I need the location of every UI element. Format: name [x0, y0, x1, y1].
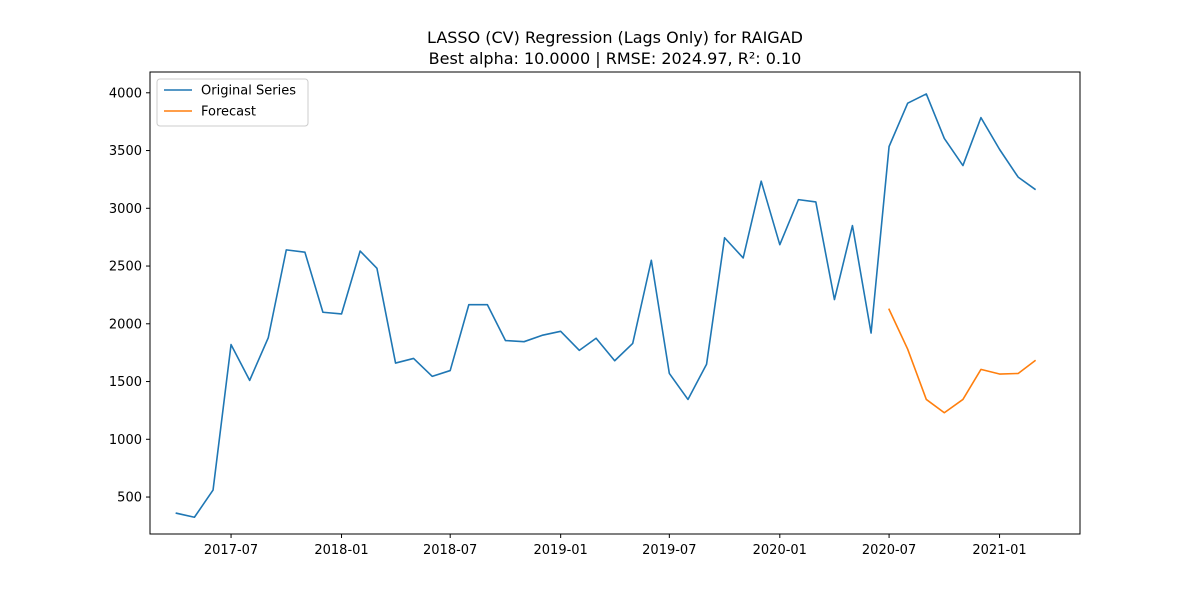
legend-box [156, 78, 309, 127]
series-line-1 [175, 93, 1037, 519]
chart-subtitle: Best alpha: 10.0000 | RMSE: 2024.97, R²:… [429, 49, 802, 68]
chart-title: LASSO (CV) Regression (Lags Only) for RA… [427, 28, 803, 47]
legend-label: Forecast [201, 105, 256, 120]
x-tick-label: 2021-01 [972, 543, 1026, 558]
y-tick-label: 3000 [109, 202, 142, 217]
x-tick-label: 2019-07 [642, 543, 696, 558]
x-tick-label: 2020-01 [753, 543, 807, 558]
y-tick-label: 1500 [109, 375, 142, 390]
y-tick-label: 4000 [109, 86, 142, 101]
plot-frame [149, 71, 1081, 535]
series-line-2 [888, 308, 1037, 414]
x-tick-label: 2018-07 [423, 543, 477, 558]
y-axis: 500 1000 1500 2000 2500 3000 3500 4000 [109, 86, 150, 506]
y-tick-label: 1000 [109, 433, 142, 448]
x-axis: 2017-07 2018-01 2018-07 2019-01 2019-07 2020-… [204, 534, 1027, 558]
y-tick-label: 2000 [109, 317, 142, 332]
y-tick-label: 3500 [109, 144, 142, 159]
y-tick-label: 2500 [109, 260, 142, 275]
x-tick-label: 2017-07 [204, 543, 258, 558]
plot-area [150, 72, 1080, 534]
series-layer [175, 93, 1037, 519]
legend-label: Original Series [201, 84, 296, 99]
y-tick-label: 500 [117, 491, 142, 506]
legend: Original Series Forecast [156, 78, 309, 127]
x-tick-label: 2019-01 [534, 543, 588, 558]
x-tick-label: 2020-07 [862, 543, 916, 558]
x-tick-label: 2018-01 [314, 543, 368, 558]
